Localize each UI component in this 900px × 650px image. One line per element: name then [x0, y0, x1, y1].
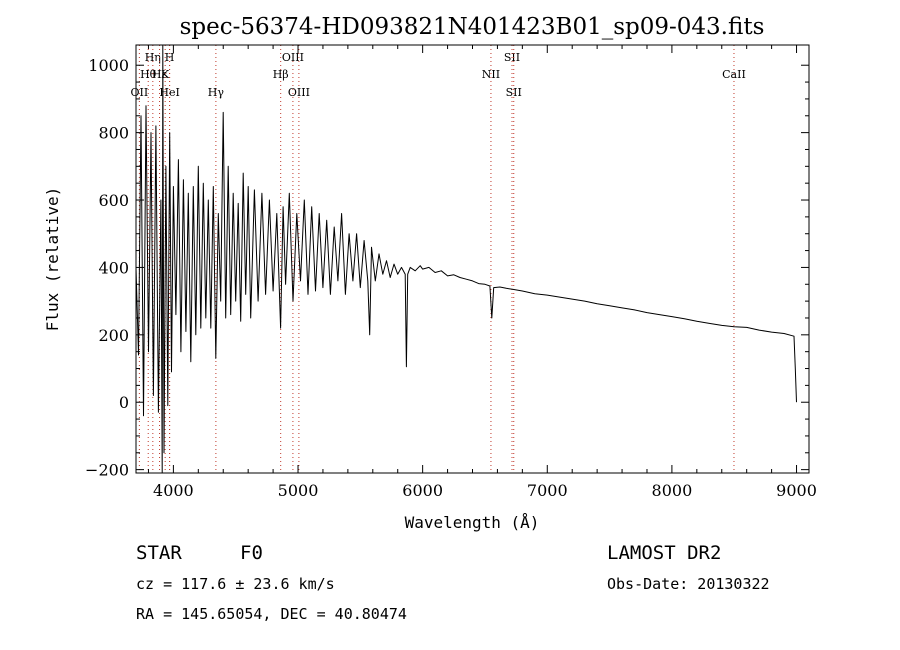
object-subclass: F0 [240, 542, 263, 564]
y-tick-label: 400 [98, 258, 129, 277]
survey-name: LAMOST DR2 [607, 542, 721, 564]
spectrum-line [135, 44, 797, 474]
line-marker-label: K [161, 68, 170, 81]
line-marker-label: OIII [288, 86, 310, 99]
y-tick-label: 600 [98, 191, 129, 210]
line-marker-label: OII [131, 86, 149, 99]
y-axis-label: Flux (relative) [43, 187, 62, 332]
y-tick-label: −200 [85, 461, 129, 480]
y-axis: −200 0 200 400 600 800 1000 [85, 56, 809, 480]
x-tick-label: 9000 [776, 481, 817, 500]
x-tick-label: 5000 [278, 481, 319, 500]
line-marker-label: SII [506, 86, 522, 99]
line-marker-label: SII [504, 51, 520, 64]
spectral-line-markers: OIIHθHηHεKHHeIHγHβOIIIOIIINIISIISIICaII [131, 45, 746, 473]
line-marker-label: CaII [722, 68, 746, 81]
object-class: STAR [136, 542, 182, 564]
ra-dec-coordinates: RA = 145.65054, DEC = 40.80474 [136, 605, 407, 623]
y-tick-label: 1000 [88, 56, 129, 75]
x-axis-label: Wavelength (Å) [405, 513, 540, 532]
line-marker-label: OIII [282, 51, 304, 64]
line-marker-label: Hγ [208, 86, 225, 99]
line-marker-label: Hε [152, 68, 168, 81]
x-tick-label: 4000 [153, 481, 194, 500]
observation-date: Obs-Date: 20130322 [607, 575, 770, 593]
line-marker-label: Hβ [273, 68, 289, 81]
x-tick-label: 8000 [652, 481, 693, 500]
y-tick-label: 800 [98, 124, 129, 143]
spectrum-series [135, 44, 797, 474]
x-tick-label: 7000 [527, 481, 568, 500]
x-tick-label: 6000 [402, 481, 443, 500]
redshift-cz: cz = 117.6 ± 23.6 km/s [136, 575, 335, 593]
y-tick-label: 0 [119, 393, 129, 412]
y-tick-label: 200 [98, 326, 129, 345]
line-marker-label: Hη [145, 51, 161, 64]
chart-title: spec-56374-HD093821N401423B01_sp09-043.f… [180, 14, 765, 40]
line-marker-label: NII [482, 68, 500, 81]
line-marker-label: HeI [159, 86, 179, 99]
x-axis: 4000 5000 6000 7000 8000 9000 [147, 45, 817, 500]
